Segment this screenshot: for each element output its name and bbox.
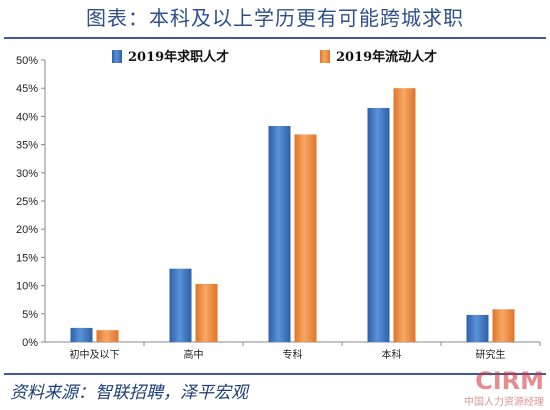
x-category-label: 高中 (184, 348, 204, 361)
watermark-text: 中国人力资源经理 (464, 397, 544, 408)
y-tick-label: 40% (16, 111, 38, 123)
y-tick-label: 10% (16, 281, 38, 293)
watermark: CIRM 中国人力资源经理 (464, 369, 544, 408)
title-divider (4, 37, 546, 39)
bar-series-2 (393, 88, 416, 342)
bar-series-1 (169, 268, 192, 342)
bar-series-1 (367, 107, 390, 342)
y-tick-label: 50% (16, 55, 38, 67)
bar-series-2 (96, 330, 119, 342)
y-tick-label: 20% (16, 224, 38, 236)
x-category-label: 研究生 (476, 348, 506, 361)
bar-chart: 0% 5% 10% 15% 20% 25% 30% 35% 40% 45% 50% 初中及以下 高中 专科… (16, 49, 541, 361)
y-tick-label: 30% (16, 168, 38, 180)
y-tick-label: 25% (16, 196, 38, 208)
y-tick-label: 0% (22, 337, 38, 349)
bar-series-1 (268, 125, 291, 342)
bar-series-2 (294, 134, 317, 342)
bar-series-1 (70, 327, 93, 342)
chart-title: 图表：本科及以上学历更有可能跨城求职 (86, 6, 464, 30)
bar-series-1 (466, 314, 489, 342)
x-category-label: 初中及以下 (70, 348, 120, 361)
y-tick-label: 5% (22, 309, 38, 321)
bar-series-2 (195, 283, 218, 342)
legend-label: 2019年流动人才 (336, 49, 437, 65)
legend-label: 2019年求职人才 (128, 49, 229, 65)
source-divider (4, 373, 546, 375)
y-tick-label: 45% (16, 83, 38, 95)
watermark-logo: CIRM (475, 367, 544, 395)
legend: 2019年求职人才 2019年流动人才 (112, 49, 437, 65)
x-category-label: 本科 (382, 348, 402, 361)
axes: 0% 5% 10% 15% 20% 25% 30% 35% 40% 45% 50% 初中及以下 高中 专科… (16, 55, 541, 361)
bars (70, 88, 515, 342)
y-tick-label: 35% (16, 140, 38, 152)
bar-series-2 (492, 309, 515, 342)
y-tick-label: 15% (16, 252, 38, 264)
source-note: 资料来源：智联招聘，泽平宏观 (10, 383, 248, 403)
legend-swatch (112, 50, 122, 63)
x-category-label: 专科 (283, 348, 303, 361)
legend-swatch (320, 50, 330, 63)
